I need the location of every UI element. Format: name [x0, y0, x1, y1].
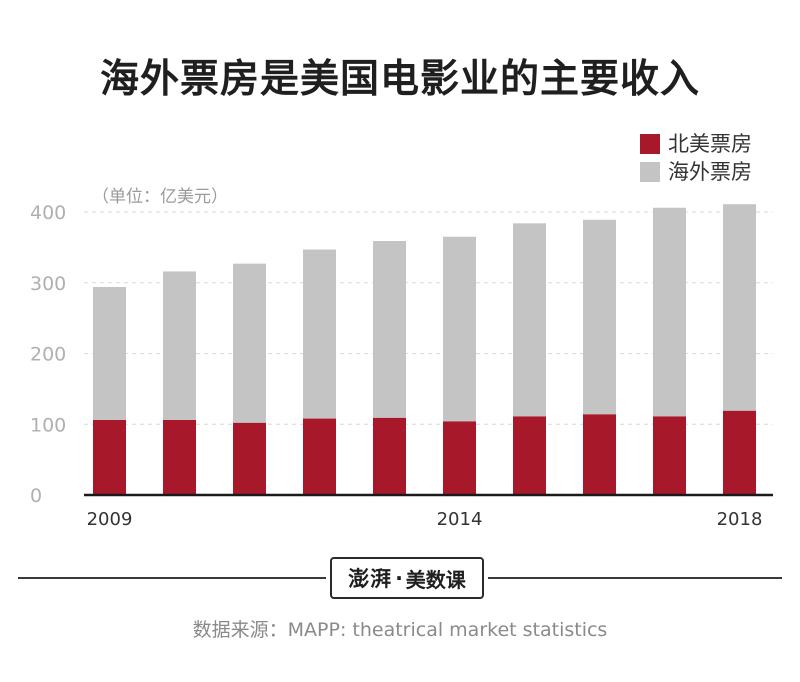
bar-north-america-2009	[93, 420, 126, 495]
bar-north-america-2017	[653, 416, 686, 495]
bar-overseas-2015	[513, 223, 546, 417]
stacked-bar-chart: 北美票房 海外票房 （单位：亿美元） 0 100 200 300 400 2009 201…	[30, 132, 773, 530]
brand-badge: 澎湃 · 美数课	[330, 557, 484, 599]
bar-overseas-2009	[93, 286, 126, 421]
bar-overseas-2012	[303, 249, 336, 419]
unit-label: （单位：亿美元）	[92, 187, 228, 207]
footer-divider-right	[488, 577, 782, 579]
source-note: 数据来源：MAPP: theatrical market statistics	[192, 619, 608, 641]
footer-divider-left	[18, 577, 326, 579]
bar-north-america-2010	[163, 420, 196, 495]
bar-overseas-2014	[443, 236, 476, 422]
bar-overseas-2010	[163, 271, 196, 421]
brand-logo: 澎湃	[348, 566, 393, 591]
legend: 北美票房 海外票房	[640, 132, 752, 184]
y-tick-label: 200	[30, 344, 66, 366]
legend-swatch-north-america	[640, 134, 660, 154]
y-tick-label: 400	[30, 202, 66, 224]
bar-overseas-2018	[723, 204, 756, 411]
brand-dot: ·	[395, 566, 403, 590]
x-tick-label: 2014	[437, 509, 483, 530]
brand-name: 美数课	[405, 567, 466, 592]
bar-north-america-2018	[723, 410, 756, 495]
chart-title: 海外票房是美国电影业的主要收入	[99, 57, 700, 102]
bar-north-america-2012	[303, 418, 336, 495]
legend-swatch-overseas	[640, 162, 660, 182]
bar-overseas-2016	[583, 219, 616, 415]
bar-north-america-2011	[233, 422, 266, 495]
legend-label-north-america: 北美票房	[668, 132, 752, 156]
legend-label-overseas: 海外票房	[668, 160, 752, 184]
bar-north-america-2015	[513, 416, 546, 495]
y-tick-label: 0	[30, 485, 42, 507]
y-tick-label: 100	[30, 414, 66, 436]
bar-north-america-2014	[443, 421, 476, 495]
y-tick-label: 300	[30, 273, 66, 295]
bar-north-america-2016	[583, 414, 616, 495]
bar-north-america-2013	[373, 417, 406, 495]
bar-overseas-2017	[653, 207, 686, 417]
bar-overseas-2013	[373, 241, 406, 418]
bar-overseas-2011	[233, 263, 266, 423]
x-tick-label: 2009	[87, 509, 133, 530]
x-tick-label: 2018	[717, 509, 763, 530]
